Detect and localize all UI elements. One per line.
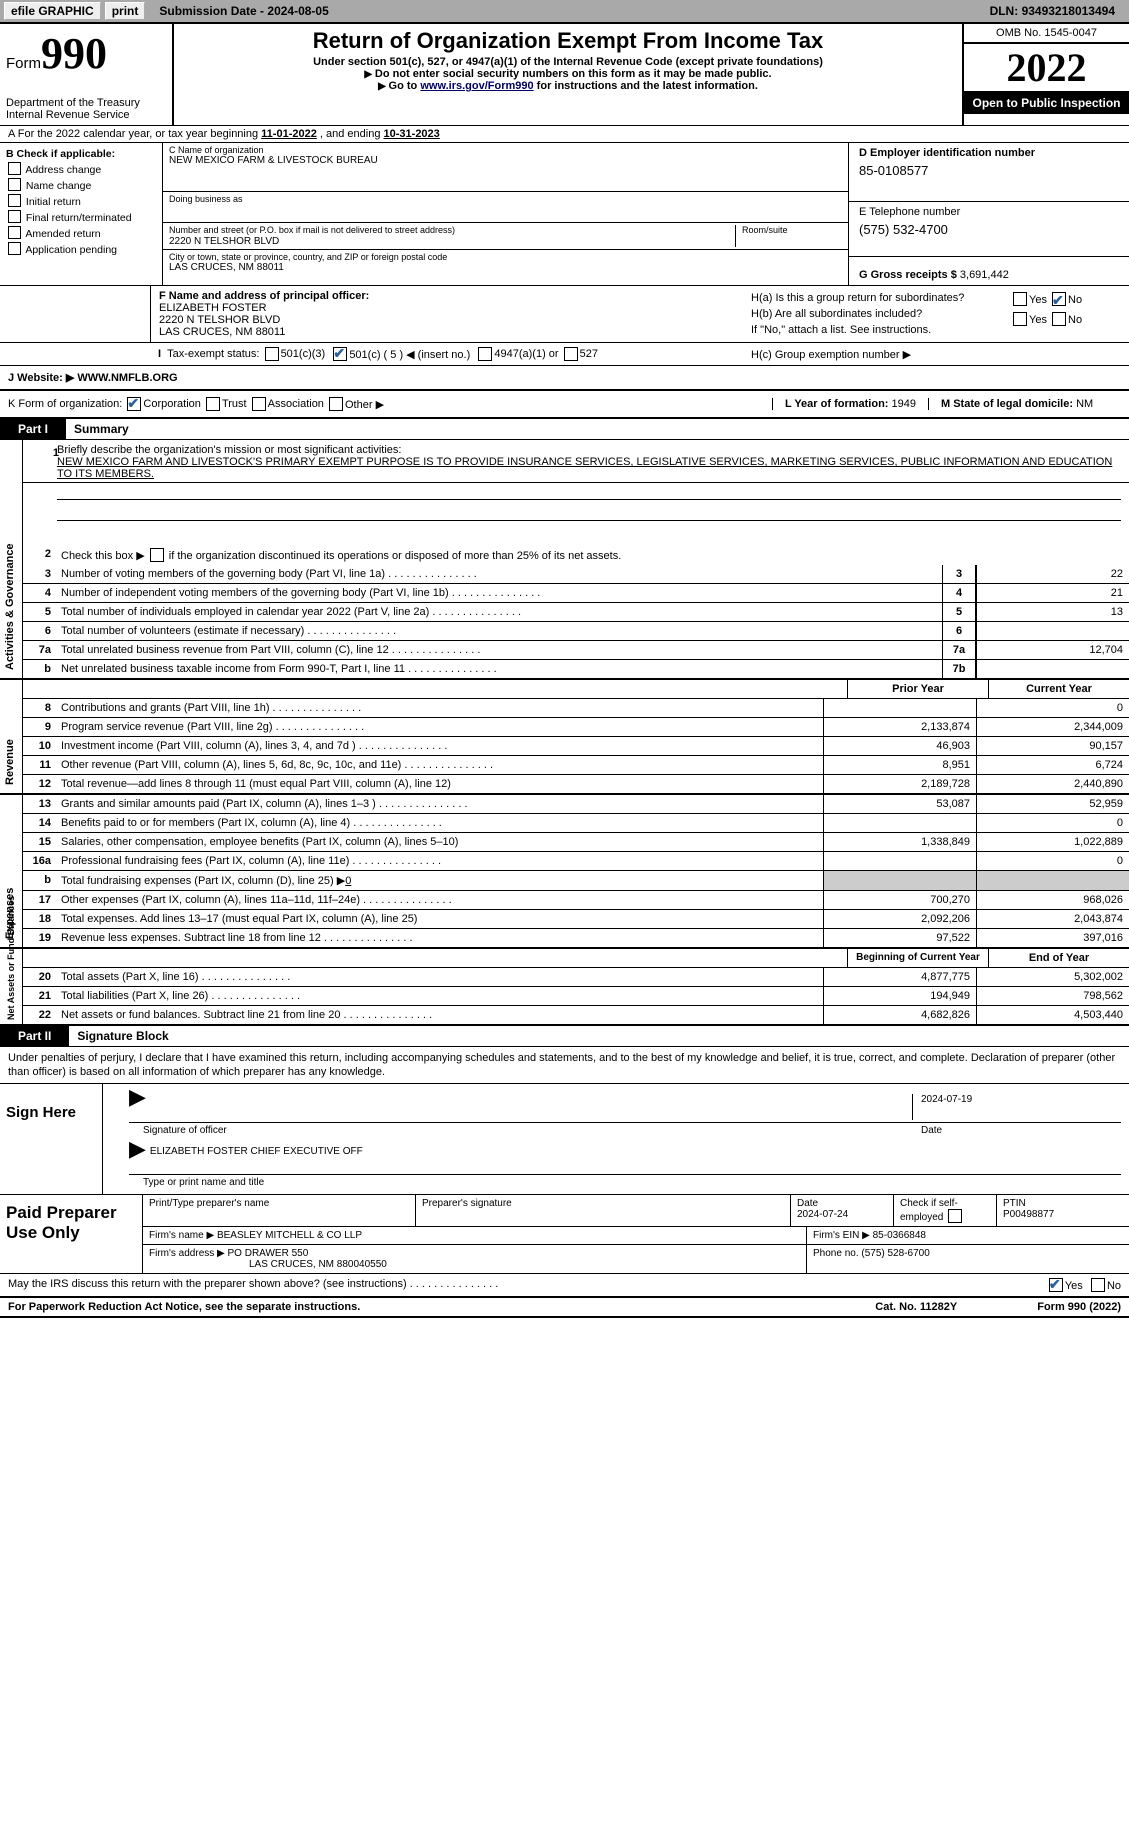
block-f: F Name and address of principal officer:… — [151, 286, 743, 342]
block-b: B Check if applicable: Address change Na… — [0, 143, 163, 285]
irs-link[interactable]: www.irs.gov/Form990 — [420, 80, 533, 92]
page-title: Return of Organization Exempt From Incom… — [182, 28, 954, 54]
form-footer: Form 990 (2022) — [1037, 1301, 1121, 1313]
sign-here-label: Sign Here — [0, 1084, 103, 1194]
block-de: D Employer identification number 85-0108… — [848, 143, 1129, 285]
website: WWW.NMFLB.ORG — [74, 372, 177, 384]
side-rev: Revenue — [4, 739, 16, 785]
block-c: C Name of organization NEW MEXICO FARM &… — [163, 143, 848, 285]
pra-notice: For Paperwork Reduction Act Notice, see … — [8, 1301, 360, 1313]
year-block: OMB No. 1545-0047 2022 Open to Public In… — [964, 24, 1129, 125]
part-i-tab: Part I — [0, 419, 66, 439]
block-h: H(a) Is this a group return for subordin… — [743, 286, 1129, 342]
submission-date: Submission Date - 2024-08-05 — [159, 4, 328, 18]
print-btn[interactable]: print — [105, 2, 146, 20]
tax-year-line: A For the 2022 calendar year, or tax yea… — [0, 126, 1129, 143]
efile-btn[interactable]: efile GRAPHIC — [4, 2, 101, 20]
form-id-block: Form990 Department of the Treasury Inter… — [0, 24, 174, 125]
part-ii-tab: Part II — [0, 1026, 69, 1046]
top-toolbar: efile GRAPHIC print Submission Date - 20… — [0, 0, 1129, 22]
cat-no: Cat. No. 11282Y — [875, 1301, 957, 1313]
side-na: Net Assets or Fund Balances — [6, 896, 16, 1020]
ppu-label: Paid Preparer Use Only — [0, 1195, 143, 1273]
dln: DLN: 93493218013494 — [990, 4, 1115, 18]
title-block: Return of Organization Exempt From Incom… — [174, 24, 964, 125]
perjury-text: Under penalties of perjury, I declare th… — [0, 1047, 1129, 1083]
side-ag: Activities & Governance — [4, 543, 16, 670]
